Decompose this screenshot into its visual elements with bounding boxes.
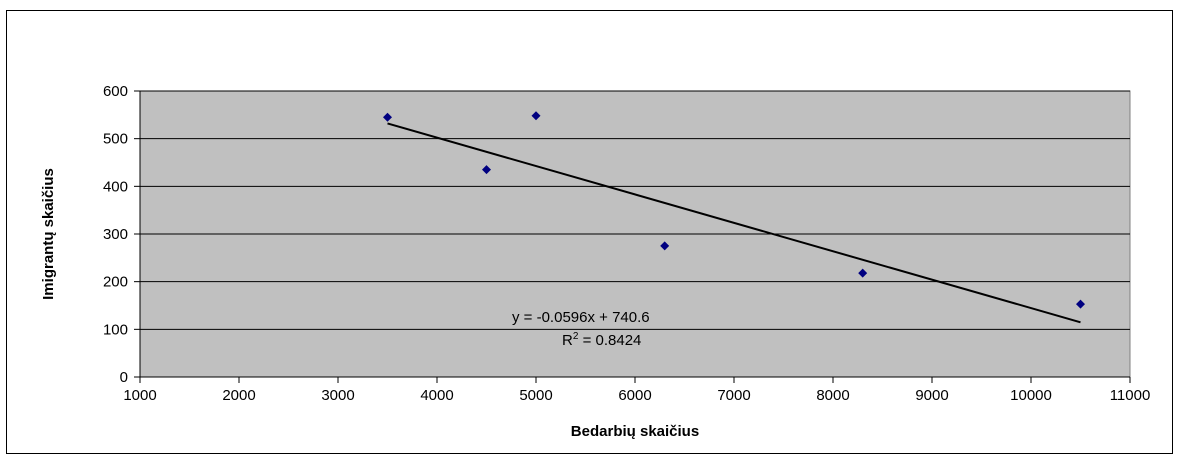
r-squared-prefix: R <box>562 332 573 349</box>
y-tick-label: 200 <box>103 274 128 291</box>
y-tick-labels: 0 100 200 300 400 500 600 <box>103 83 128 386</box>
data-point <box>858 268 868 278</box>
gridlines <box>140 90 1130 330</box>
x-axis-title: Bedarbių skaičius <box>571 423 699 440</box>
r-squared-superscript: 2 <box>573 331 579 342</box>
r-squared-label: R2 = 0.8424 <box>562 331 641 349</box>
y-axis-title: Imigrantų skaičius <box>40 168 57 300</box>
data-point <box>660 241 670 251</box>
x-tick-label: 6000 <box>618 387 651 404</box>
x-tick-label: 1000 <box>123 387 156 404</box>
y-tick-label: 0 <box>120 369 128 386</box>
y-tick-label: 600 <box>103 83 128 100</box>
data-points <box>383 111 1085 309</box>
x-tick-label: 5000 <box>519 387 552 404</box>
trendline <box>387 122 1081 324</box>
data-point <box>383 112 392 122</box>
data-point <box>531 111 541 121</box>
data-point <box>482 165 491 175</box>
x-tick-labels: 1000 2000 3000 4000 5000 6000 7000 8000 9000 1000… <box>123 387 1150 404</box>
y-tick-label: 500 <box>103 131 128 148</box>
x-tick-label: 4000 <box>420 387 453 404</box>
y-tick-label: 300 <box>103 226 128 243</box>
y-tick-label: 400 <box>103 178 128 195</box>
x-tick-label: 2000 <box>222 387 255 404</box>
x-tick-label: 7000 <box>717 387 750 404</box>
r-squared-value: = 0.8424 <box>578 332 641 349</box>
x-tick-label: 10000 <box>1010 387 1052 404</box>
trendline-equation: y = -0.0596x + 740.6 <box>512 309 650 326</box>
y-tick-label: 100 <box>103 321 128 338</box>
x-tick-label: 9000 <box>915 387 948 404</box>
axes <box>134 90 1131 383</box>
x-tick-label: 3000 <box>321 387 354 404</box>
x-tick-label: 8000 <box>816 387 849 404</box>
x-tick-label: 11000 <box>1110 387 1151 404</box>
data-point <box>1076 299 1085 309</box>
